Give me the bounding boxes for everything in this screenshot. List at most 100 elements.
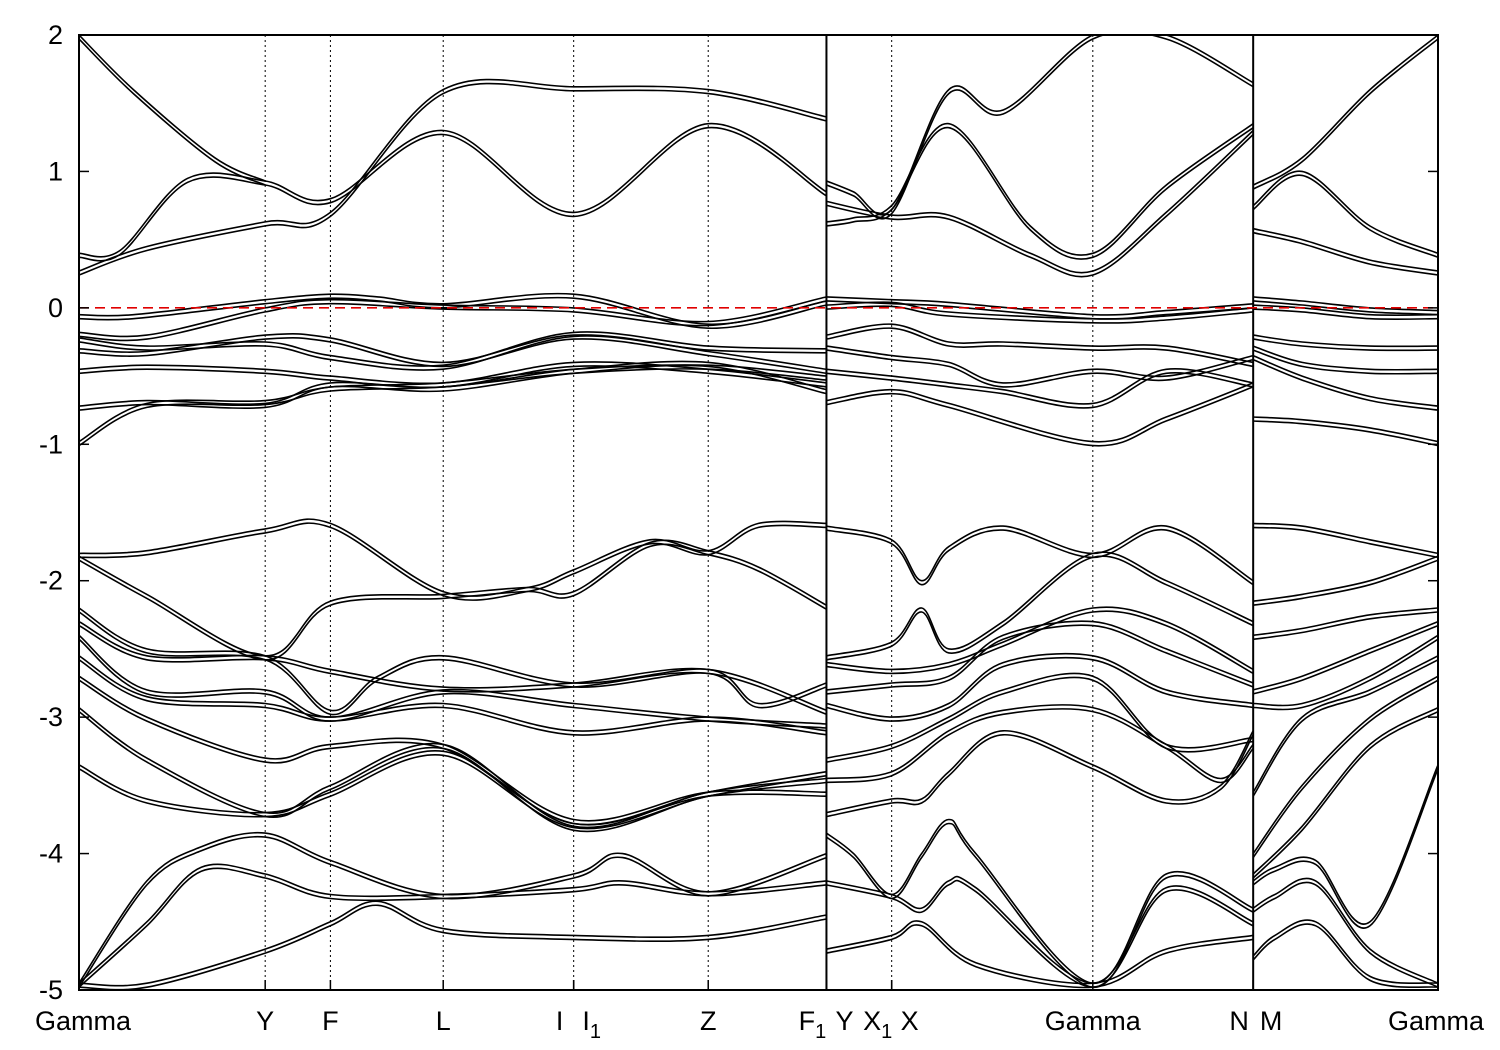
band-line (79, 863, 827, 984)
band-line (79, 522, 827, 601)
band-line (1252, 881, 1438, 988)
band-line (1252, 923, 1438, 989)
band-line (826, 300, 1254, 320)
band-line (79, 38, 266, 186)
y-tick-label: -3 (39, 702, 63, 732)
band-line (79, 122, 827, 258)
band-line (1252, 170, 1438, 255)
kpoint-lines (264, 35, 1255, 990)
band-line (826, 524, 1254, 582)
kpoint-label: Gamma (1388, 1006, 1485, 1036)
band-line (826, 371, 1254, 409)
band-line (826, 122, 1254, 256)
kpoint-label: N (1229, 1006, 1249, 1036)
band-line (79, 659, 827, 736)
kpoint-label: Y (835, 1006, 853, 1036)
band-line (1253, 611, 1438, 641)
band-line (826, 345, 1254, 384)
band-line (79, 296, 827, 330)
band-line (79, 638, 827, 729)
band-line (826, 382, 1254, 443)
band-line (79, 78, 827, 272)
band-line (1252, 877, 1438, 984)
band-line (79, 710, 827, 833)
band-line (826, 924, 1254, 989)
band-line (1253, 559, 1438, 606)
band-line (826, 367, 1254, 405)
band-line (826, 879, 1254, 989)
band-line (826, 708, 1254, 784)
band-line (1253, 416, 1438, 443)
band-line (79, 706, 827, 829)
y-tick-label: -5 (39, 975, 63, 1005)
band-line (826, 129, 1254, 274)
band-line (79, 518, 827, 597)
band-line (1252, 919, 1438, 985)
band-line (1253, 308, 1438, 320)
band-line (1252, 624, 1438, 695)
band-line (79, 624, 827, 716)
band-line (826, 555, 1254, 661)
band-line (1253, 522, 1438, 555)
band-line (79, 867, 827, 988)
band-line (79, 364, 827, 411)
band-line (1252, 655, 1438, 793)
band-line (1252, 764, 1438, 925)
band-line (1253, 338, 1438, 352)
band-line (1253, 607, 1438, 637)
band-line (1253, 300, 1438, 316)
kpoint-label: I (556, 1006, 564, 1036)
kpoint-label: Gamma (35, 1006, 132, 1036)
band-line (826, 610, 1254, 675)
band-line (826, 656, 1254, 722)
band-line (79, 835, 827, 988)
band-line (826, 551, 1254, 657)
band-line (826, 672, 1254, 759)
band-line (826, 301, 1254, 320)
band-line (826, 624, 1254, 695)
kpoint-label: Gamma (1045, 1006, 1142, 1036)
band-line (79, 749, 827, 826)
kpoint-label: I1 (582, 1006, 601, 1043)
band-line (1252, 358, 1438, 411)
band-line (1253, 638, 1438, 711)
x-axis: Gamma Y F L I I1 Z F1 Y X1 X Gamma N M Gamma (35, 980, 1485, 1043)
band-line (826, 606, 1254, 671)
kpoint-label: X (901, 1006, 919, 1036)
kpoint-label: Z (700, 1006, 717, 1036)
band-line (826, 305, 1254, 324)
band-line (79, 675, 827, 822)
band-line (79, 35, 266, 182)
y-axis: 2 1 0 -1 -2 -3 -4 -5 (39, 20, 1438, 1005)
band-line (826, 349, 1254, 388)
kpoint-label: F1 (799, 1006, 827, 1043)
band-line (826, 126, 1254, 260)
band-line (1253, 304, 1438, 316)
band-line (1252, 710, 1438, 879)
band-line (1252, 35, 1438, 186)
band-line (1252, 679, 1438, 859)
y-tick-label: 0 (48, 293, 63, 323)
band-line (79, 679, 827, 826)
band-line (826, 704, 1254, 780)
band-line (1252, 345, 1438, 371)
band-line (826, 620, 1254, 691)
band-line (1252, 354, 1438, 407)
y-tick-label: -4 (39, 839, 63, 869)
band-line (1252, 768, 1438, 929)
band-line (1252, 659, 1438, 797)
band-line (826, 875, 1254, 985)
band-line (826, 323, 1254, 364)
band-line (79, 655, 827, 732)
band-line (1252, 38, 1438, 190)
kpoint-label: F (322, 1006, 339, 1036)
band-line (826, 386, 1254, 447)
band-lines (79, 35, 1438, 990)
band-line (79, 634, 827, 725)
band-line (79, 331, 827, 367)
band-line (826, 729, 1254, 814)
y-tick-label: 1 (48, 156, 63, 186)
band-line (1253, 634, 1438, 707)
band-line (1253, 526, 1438, 559)
